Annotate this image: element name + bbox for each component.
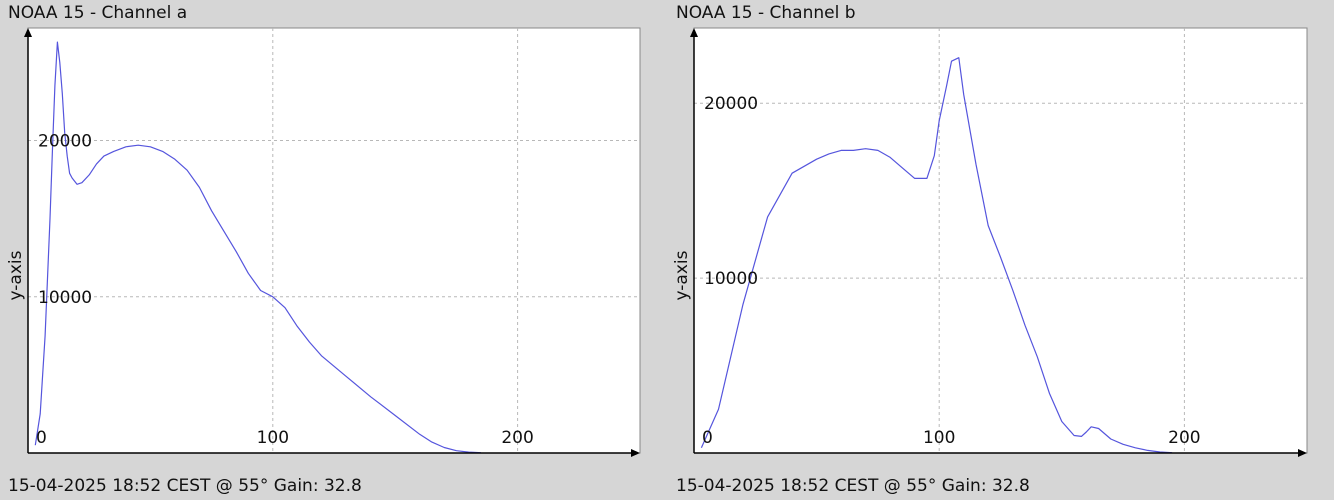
x-tick-label: 200	[1168, 428, 1200, 448]
chart-a: 0 100 200 10000 20000 y-axis	[6, 27, 641, 457]
y-axis-title: y-axis	[672, 250, 692, 300]
x-tick-label: 0	[702, 428, 713, 448]
y-tick-label: 20000	[704, 94, 758, 114]
x-tick-label: 100	[923, 428, 955, 448]
chart-footer-a: 15-04-2025 18:52 CEST @ 55° Gain: 32.8	[8, 476, 362, 496]
chart-b: 0 100 200 10000 20000 y-axis	[672, 27, 1308, 457]
x-tick-label: 100	[257, 428, 289, 448]
y-axis-title: y-axis	[6, 250, 26, 300]
y-axis-arrow	[690, 28, 698, 37]
y-axis-arrow	[24, 28, 32, 37]
x-tick-label: 200	[501, 428, 533, 448]
chart-title-b: NOAA 15 - Channel b	[676, 3, 856, 23]
chart-title-a: NOAA 15 - Channel a	[8, 3, 188, 23]
series-line	[700, 57, 1173, 454]
chart-footer-b: 15-04-2025 18:52 CEST @ 55° Gain: 32.8	[676, 476, 1030, 496]
y-tick-label: 10000	[38, 288, 92, 308]
x-axis-arrow	[631, 449, 640, 457]
x-tick-label: 0	[36, 428, 47, 448]
plot-area	[27, 27, 641, 454]
x-axis-arrow	[1298, 449, 1307, 457]
y-tick-label: 20000	[38, 132, 92, 152]
y-tick-label: 10000	[704, 269, 758, 289]
plot-area	[693, 27, 1308, 454]
series-line	[34, 41, 481, 454]
